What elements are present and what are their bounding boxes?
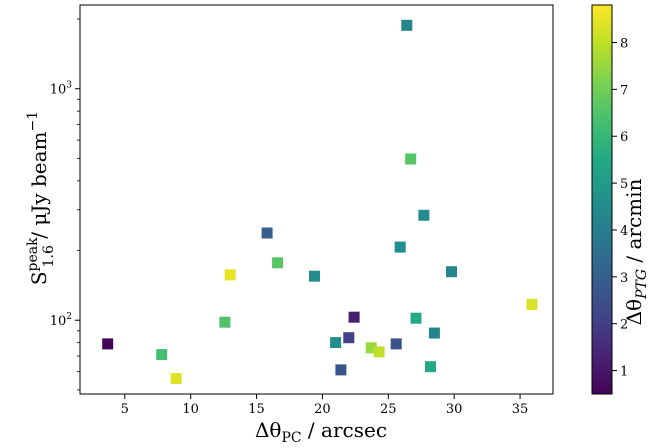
data-points [102,19,538,384]
data-point-18 [405,153,417,165]
data-point-11 [343,332,355,344]
colorbar-tick-label: 3 [620,271,628,286]
colorbar-tick-label: 8 [620,36,628,51]
data-point-3 [170,373,182,384]
x-axis-label: ΔθPC / arcsec [255,418,387,446]
y-axis-label: Speak1.6 / μJy beam−1 [25,111,57,285]
colorbar-tick-label: 2 [620,318,628,333]
data-point-12 [348,311,360,323]
x-tick-label: 10 [182,402,199,417]
y-tick-label: 102 [50,312,72,329]
data-point-9 [330,337,342,349]
data-point-23 [446,266,457,278]
data-point-7 [272,257,284,269]
plot-frame [79,4,554,395]
data-point-24 [526,298,538,310]
data-point-10 [335,364,347,376]
data-point-14 [373,346,385,358]
x-tick-label: 25 [380,402,397,417]
x-tick-label: 35 [512,402,529,417]
colorbar-tick-label: 4 [620,224,628,239]
colorbar-axis: 1 2 3 4 5 6 7 8 [612,36,628,380]
x-tick-label: 15 [248,402,265,417]
data-point-22 [428,327,440,339]
colorbar [591,4,613,395]
colorbar-tick-label: 7 [620,83,628,98]
data-point-13 [365,342,377,354]
data-point-15 [390,338,402,350]
data-point-17 [401,19,413,31]
data-point-6 [261,227,273,239]
x-axis: 5 10 15 20 25 30 35 [121,394,529,417]
y-tick-label: 103 [50,81,73,98]
data-point-4 [219,316,231,328]
data-point-1 [102,338,114,350]
colorbar-tick-label: 1 [620,365,628,380]
data-point-2 [156,349,168,361]
data-point-20 [418,209,430,221]
x-tick-label: 30 [446,402,463,417]
x-tick-label: 20 [314,402,331,417]
data-point-16 [394,241,406,253]
y-axis: 102 103 [50,18,80,391]
data-point-19 [410,312,422,324]
colorbar-label: ΔθPTG / arcmin [622,178,648,325]
data-point-21 [425,361,436,373]
colorbar-tick-label: 6 [620,130,628,145]
data-point-5 [224,269,236,281]
x-tick-label: 5 [121,402,129,417]
colorbar-tick-label: 5 [620,177,628,192]
data-point-8 [309,270,320,282]
